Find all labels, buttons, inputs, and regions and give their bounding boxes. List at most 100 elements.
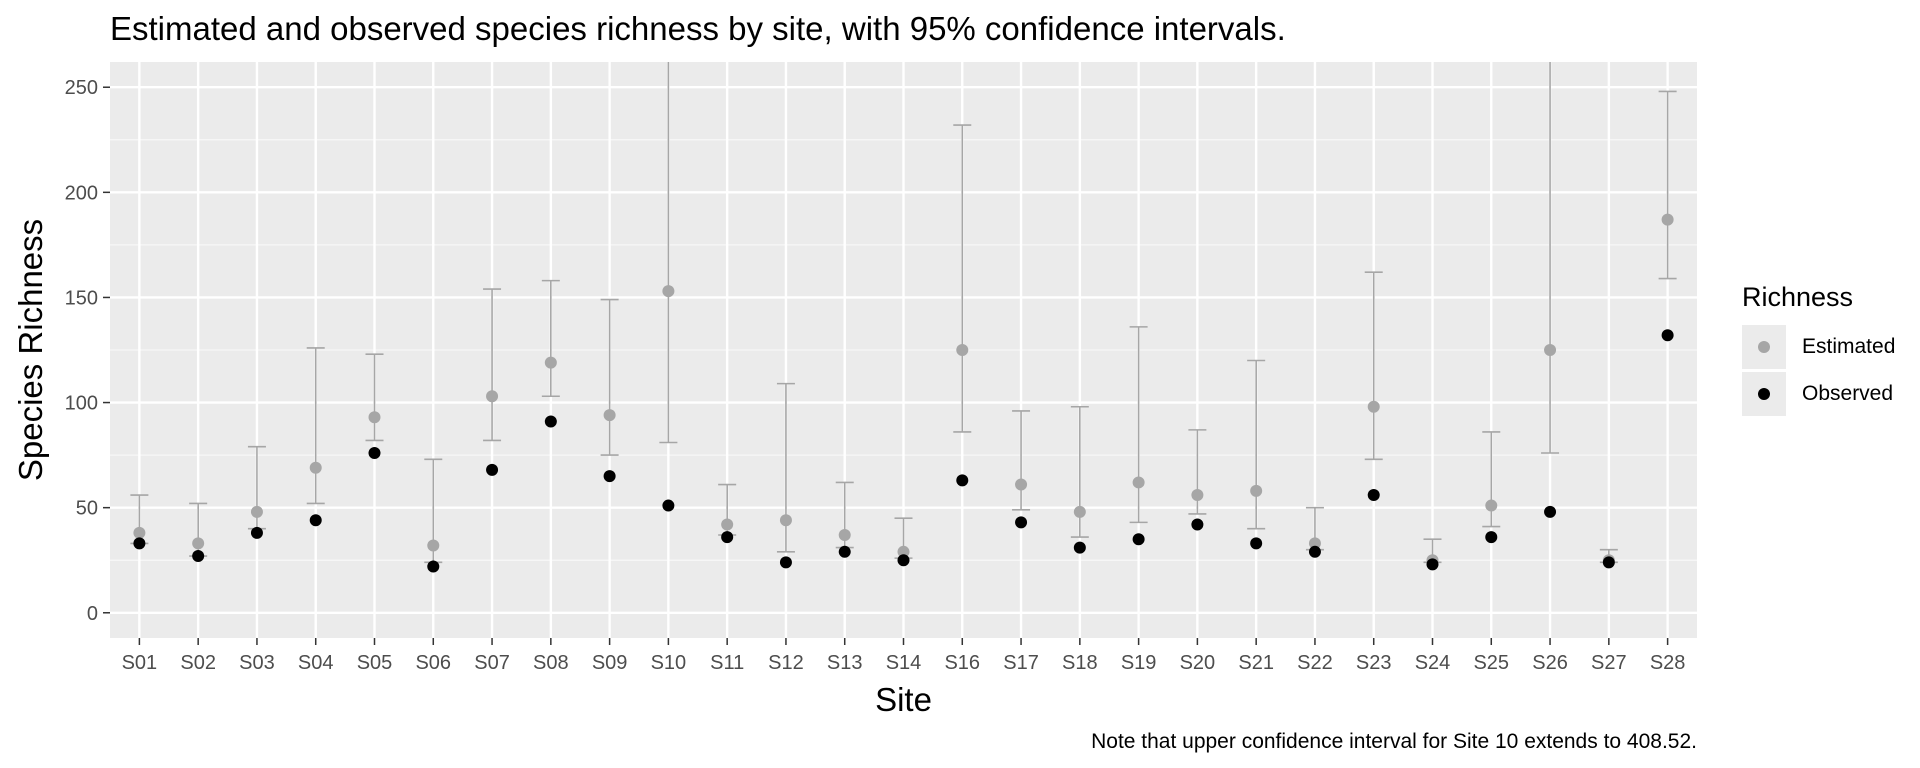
- x-tick-label: S14: [886, 652, 922, 674]
- legend-item-observed: Observed: [1742, 370, 1895, 417]
- legend-key-observed: [1742, 371, 1786, 416]
- x-tick-label: S25: [1473, 652, 1509, 674]
- x-tick-label: S21: [1238, 652, 1274, 674]
- point-observed: [956, 474, 969, 487]
- x-tick-label: S17: [1003, 652, 1039, 674]
- point-estimated: [250, 505, 263, 518]
- point-estimated: [1073, 505, 1086, 518]
- y-axis-title: Species Richness: [12, 219, 49, 481]
- point-observed: [133, 537, 146, 550]
- x-tick-label: S04: [298, 652, 334, 674]
- x-tick-label: S18: [1062, 652, 1098, 674]
- point-estimated: [133, 526, 146, 539]
- y-tick-label: 150: [65, 287, 98, 309]
- point-observed: [309, 514, 322, 527]
- point-observed: [1308, 545, 1321, 558]
- x-tick-label: S22: [1297, 652, 1333, 674]
- x-tick-label: S27: [1591, 652, 1627, 674]
- y-tick-label: 250: [65, 77, 98, 99]
- y-tick-label: 100: [65, 393, 98, 415]
- point-observed: [1367, 489, 1380, 502]
- x-tick-label: S07: [474, 652, 510, 674]
- point-estimated: [486, 390, 499, 403]
- point-observed: [1485, 531, 1498, 544]
- y-tick-label: 0: [87, 603, 98, 625]
- point-estimated: [897, 545, 910, 558]
- point-observed: [1661, 329, 1674, 342]
- y-tick-label: 200: [65, 182, 98, 204]
- legend-label-estimated: Estimated: [1802, 334, 1896, 358]
- point-observed: [838, 545, 851, 558]
- x-tick-label: S11: [710, 652, 744, 674]
- x-tick-label: S20: [1180, 652, 1216, 674]
- point-observed: [897, 554, 910, 567]
- point-estimated: [1250, 484, 1263, 497]
- point-observed: [603, 470, 616, 483]
- point-estimated: [1367, 400, 1380, 413]
- point-observed: [721, 531, 734, 544]
- x-tick-label: S08: [533, 652, 569, 674]
- point-estimated: [1485, 499, 1498, 512]
- legend-dot-estimated: [1758, 340, 1770, 353]
- x-tick-label: S26: [1532, 652, 1568, 674]
- point-observed: [1250, 537, 1263, 550]
- chart-title: Estimated and observed species richness …: [110, 10, 1286, 47]
- chart-caption: Note that upper confidence interval for …: [1091, 730, 1697, 753]
- point-estimated: [427, 539, 440, 552]
- point-observed: [1073, 541, 1086, 554]
- point-observed: [1602, 556, 1615, 569]
- x-tick-label: S05: [357, 652, 393, 674]
- point-estimated: [1308, 537, 1321, 550]
- point-observed: [1015, 516, 1028, 529]
- legend-item-estimated: Estimated: [1742, 323, 1895, 370]
- point-estimated: [1661, 213, 1674, 226]
- point-observed: [1132, 533, 1145, 546]
- x-axis-title: Site: [875, 681, 932, 718]
- x-tick-label: S13: [827, 652, 863, 674]
- point-observed: [779, 556, 792, 569]
- x-tick-label: S19: [1121, 652, 1157, 674]
- x-tick-label: S16: [944, 652, 980, 674]
- point-observed: [192, 550, 205, 563]
- point-observed: [662, 499, 675, 512]
- legend-label-observed: Observed: [1802, 381, 1894, 405]
- x-tick-label: S03: [239, 652, 275, 674]
- point-observed: [1426, 558, 1439, 571]
- point-estimated: [779, 514, 792, 527]
- x-tick-label: S02: [180, 652, 216, 674]
- point-estimated: [603, 409, 616, 422]
- x-tick-label: S06: [415, 652, 451, 674]
- point-observed: [427, 560, 440, 573]
- point-estimated: [1544, 344, 1557, 356]
- x-tick-label: S24: [1415, 652, 1451, 674]
- point-observed: [544, 415, 557, 428]
- point-observed: [1544, 505, 1557, 518]
- x-tick-label: S23: [1356, 652, 1392, 674]
- point-estimated: [192, 537, 205, 550]
- x-tick-label: S09: [592, 652, 628, 674]
- x-tick-label: S28: [1650, 652, 1686, 674]
- x-tick-label: S10: [651, 652, 687, 674]
- point-estimated: [1015, 478, 1028, 491]
- point-estimated: [838, 528, 851, 541]
- point-observed: [368, 447, 381, 460]
- legend-dot-observed: [1758, 387, 1770, 400]
- point-observed: [486, 463, 499, 476]
- x-tick-label: S12: [768, 652, 804, 674]
- point-estimated: [1132, 476, 1145, 489]
- legend-key-estimated: [1742, 324, 1786, 369]
- point-estimated: [1191, 489, 1204, 502]
- point-estimated: [368, 411, 381, 424]
- legend: Richness Estimated Observed: [1742, 282, 1895, 417]
- x-tick-label: S01: [122, 652, 158, 674]
- point-estimated: [662, 285, 675, 298]
- point-estimated: [956, 344, 969, 356]
- y-tick-label: 50: [76, 498, 98, 520]
- legend-title: Richness: [1742, 282, 1854, 312]
- point-observed: [250, 526, 263, 539]
- point-estimated: [721, 518, 734, 531]
- point-observed: [1191, 518, 1204, 531]
- point-estimated: [309, 461, 322, 474]
- point-estimated: [544, 356, 557, 369]
